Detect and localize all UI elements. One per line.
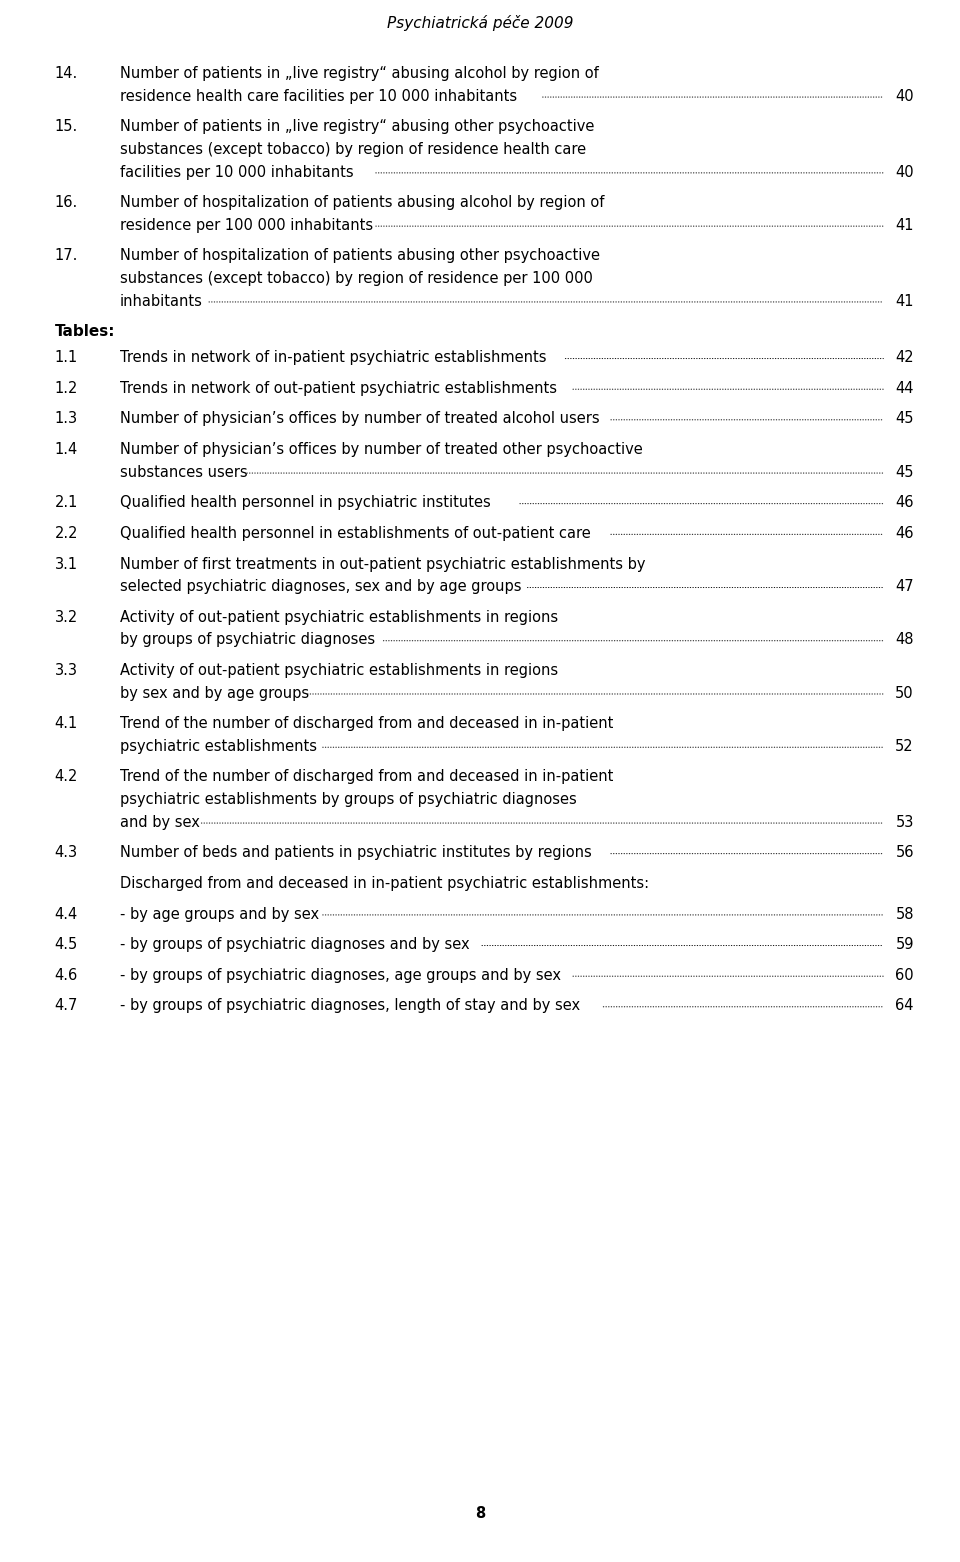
Text: - by groups of psychiatric diagnoses and by sex: - by groups of psychiatric diagnoses and… bbox=[120, 937, 469, 953]
Text: 4.5: 4.5 bbox=[55, 937, 78, 953]
Text: 2.2: 2.2 bbox=[55, 526, 78, 540]
Text: 16.: 16. bbox=[55, 195, 78, 211]
Text: - by groups of psychiatric diagnoses, age groups and by sex: - by groups of psychiatric diagnoses, ag… bbox=[120, 968, 561, 982]
Text: substances (except tobacco) by region of residence per 100 000: substances (except tobacco) by region of… bbox=[120, 270, 593, 286]
Text: 46: 46 bbox=[896, 526, 914, 540]
Text: Number of beds and patients in psychiatric institutes by regions: Number of beds and patients in psychiatr… bbox=[120, 845, 591, 861]
Text: residence per 100 000 inhabitants: residence per 100 000 inhabitants bbox=[120, 217, 373, 233]
Text: 41: 41 bbox=[896, 217, 914, 233]
Text: 4.7: 4.7 bbox=[55, 998, 78, 1014]
Text: Number of physician’s offices by number of treated other psychoactive: Number of physician’s offices by number … bbox=[120, 442, 643, 458]
Text: 4.3: 4.3 bbox=[55, 845, 78, 861]
Text: and by sex: and by sex bbox=[120, 815, 200, 829]
Text: Activity of out-patient psychiatric establishments in regions: Activity of out-patient psychiatric esta… bbox=[120, 662, 558, 678]
Text: Number of patients in „live registry“ abusing other psychoactive: Number of patients in „live registry“ ab… bbox=[120, 119, 594, 134]
Text: facilities per 10 000 inhabitants: facilities per 10 000 inhabitants bbox=[120, 164, 353, 180]
Text: 45: 45 bbox=[896, 411, 914, 426]
Text: 42: 42 bbox=[896, 350, 914, 366]
Text: 59: 59 bbox=[896, 937, 914, 953]
Text: Trends in network of in-patient psychiatric establishments: Trends in network of in-patient psychiat… bbox=[120, 350, 546, 366]
Text: 2.1: 2.1 bbox=[55, 495, 78, 511]
Text: 47: 47 bbox=[896, 580, 914, 594]
Text: 56: 56 bbox=[896, 845, 914, 861]
Text: 52: 52 bbox=[896, 739, 914, 754]
Text: 1.1: 1.1 bbox=[55, 350, 78, 366]
Text: 41: 41 bbox=[896, 294, 914, 309]
Text: 1.4: 1.4 bbox=[55, 442, 78, 458]
Text: Qualified health personnel in establishments of out-patient care: Qualified health personnel in establishm… bbox=[120, 526, 590, 540]
Text: 17.: 17. bbox=[55, 248, 78, 264]
Text: Qualified health personnel in psychiatric institutes: Qualified health personnel in psychiatri… bbox=[120, 495, 491, 511]
Text: 4.4: 4.4 bbox=[55, 906, 78, 922]
Text: 46: 46 bbox=[896, 495, 914, 511]
Text: 3.1: 3.1 bbox=[55, 556, 78, 572]
Text: 40: 40 bbox=[896, 89, 914, 103]
Text: Activity of out-patient psychiatric establishments in regions: Activity of out-patient psychiatric esta… bbox=[120, 609, 558, 625]
Text: inhabitants: inhabitants bbox=[120, 294, 203, 309]
Text: 48: 48 bbox=[896, 633, 914, 647]
Text: 64: 64 bbox=[896, 998, 914, 1014]
Text: Trends in network of out-patient psychiatric establishments: Trends in network of out-patient psychia… bbox=[120, 381, 557, 395]
Text: 4.6: 4.6 bbox=[55, 968, 78, 982]
Text: selected psychiatric diagnoses, sex and by age groups: selected psychiatric diagnoses, sex and … bbox=[120, 580, 521, 594]
Text: by groups of psychiatric diagnoses: by groups of psychiatric diagnoses bbox=[120, 633, 375, 647]
Text: 40: 40 bbox=[896, 164, 914, 180]
Text: psychiatric establishments by groups of psychiatric diagnoses: psychiatric establishments by groups of … bbox=[120, 792, 577, 808]
Text: 15.: 15. bbox=[55, 119, 78, 134]
Text: 4.2: 4.2 bbox=[55, 770, 78, 784]
Text: 60: 60 bbox=[896, 968, 914, 982]
Text: Number of hospitalization of patients abusing other psychoactive: Number of hospitalization of patients ab… bbox=[120, 248, 600, 264]
Text: 1.2: 1.2 bbox=[55, 381, 78, 395]
Text: 3.3: 3.3 bbox=[55, 662, 78, 678]
Text: 45: 45 bbox=[896, 465, 914, 480]
Text: 1.3: 1.3 bbox=[55, 411, 78, 426]
Text: 44: 44 bbox=[896, 381, 914, 395]
Text: Trend of the number of discharged from and deceased in in-patient: Trend of the number of discharged from a… bbox=[120, 717, 613, 731]
Text: - by age groups and by sex: - by age groups and by sex bbox=[120, 906, 319, 922]
Text: Tables:: Tables: bbox=[55, 325, 115, 339]
Text: substances (except tobacco) by region of residence health care: substances (except tobacco) by region of… bbox=[120, 142, 587, 156]
Text: Trend of the number of discharged from and deceased in in-patient: Trend of the number of discharged from a… bbox=[120, 770, 613, 784]
Text: 53: 53 bbox=[896, 815, 914, 829]
Text: 58: 58 bbox=[896, 906, 914, 922]
Text: Number of patients in „live registry“ abusing alcohol by region of: Number of patients in „live registry“ ab… bbox=[120, 66, 599, 81]
Text: 4.1: 4.1 bbox=[55, 717, 78, 731]
Text: 8: 8 bbox=[475, 1506, 485, 1521]
Text: 50: 50 bbox=[896, 686, 914, 701]
Text: Number of physician’s offices by number of treated alcohol users: Number of physician’s offices by number … bbox=[120, 411, 600, 426]
Text: Number of first treatments in out-patient psychiatric establishments by: Number of first treatments in out-patien… bbox=[120, 556, 645, 572]
Text: psychiatric establishments: psychiatric establishments bbox=[120, 739, 317, 754]
Text: by sex and by age groups: by sex and by age groups bbox=[120, 686, 309, 701]
Text: Psychiatrická péče 2009: Psychiatrická péče 2009 bbox=[387, 16, 573, 31]
Text: - by groups of psychiatric diagnoses, length of stay and by sex: - by groups of psychiatric diagnoses, le… bbox=[120, 998, 580, 1014]
Text: substances users: substances users bbox=[120, 465, 248, 480]
Text: residence health care facilities per 10 000 inhabitants: residence health care facilities per 10 … bbox=[120, 89, 517, 103]
Text: 14.: 14. bbox=[55, 66, 78, 81]
Text: Number of hospitalization of patients abusing alcohol by region of: Number of hospitalization of patients ab… bbox=[120, 195, 605, 211]
Text: Discharged from and deceased in in-patient psychiatric establishments:: Discharged from and deceased in in-patie… bbox=[120, 876, 649, 890]
Text: 3.2: 3.2 bbox=[55, 609, 78, 625]
